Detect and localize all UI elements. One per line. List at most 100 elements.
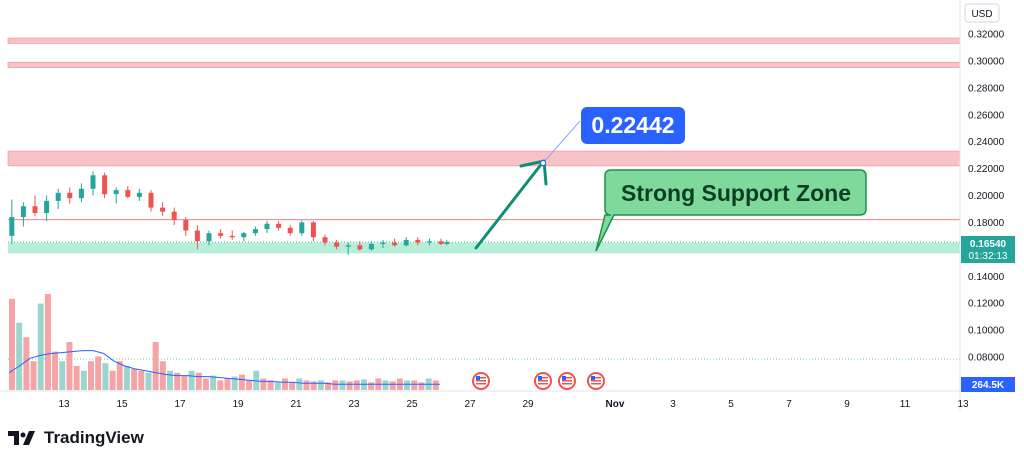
price-tick: 0.20000 [968,191,1005,202]
countdown-text: 01:32:13 [969,251,1008,262]
volume-bar [116,361,123,390]
time-tick: 5 [728,399,734,410]
brand-name: TradingView [44,428,144,447]
candle [287,225,293,236]
economic-events[interactable] [472,372,605,390]
current-price-marker: 0.16540 01:32:13 [961,236,1015,263]
volume-bar [23,337,30,390]
volume-bar [289,382,296,390]
volume-bar [88,361,94,390]
volume-value-text: 264.5K [972,380,1005,391]
candle [194,225,200,250]
price-tick: 0.08000 [968,353,1005,364]
time-tick: 11 [900,399,911,410]
volume-bar [202,378,209,390]
candle [183,217,189,236]
volume-bar [131,368,138,390]
volume-bar [274,382,281,390]
time-scale[interactable]: 13 15 17 19 21 23 25 27 29 Nov 3 5 7 9 11 13 [0,390,969,410]
volume-bar [59,361,66,390]
time-tick: 7 [786,399,792,410]
candle [264,221,270,234]
volume-bar [37,303,44,390]
volume-bar [210,375,217,390]
volume-bar [353,380,360,390]
resistance-zone [7,61,961,68]
target-price-text: 0.22442 [591,112,674,138]
volume-bar [411,380,418,390]
volume-bar [109,370,116,390]
candle [345,242,351,255]
volume-bar [159,361,166,390]
volume-bar [360,379,367,390]
price-tick: 0.30000 [968,56,1005,67]
price-tick: 0.14000 [968,272,1005,283]
volume-bar [389,381,396,390]
volume-bar [66,342,73,390]
volume-bar [102,363,109,390]
volume-bar [188,370,195,390]
volume-bar [296,378,303,390]
volume-bar [267,380,274,390]
projection-line-upper [542,120,581,164]
time-tick: 29 [522,399,534,410]
support-zone-callout[interactable]: Strong Support Zone [595,169,867,252]
us-flag-event-icon[interactable] [534,372,552,390]
volume-bar [224,378,231,390]
volume-bar [9,298,15,390]
currency-badge[interactable] [964,3,1000,23]
price-tick: 0.24000 [968,137,1005,148]
volume-bar [317,380,324,390]
us-flag-event-icon[interactable] [587,372,605,390]
volume-bar [303,380,310,390]
candle [125,186,131,199]
price-tick-labels: 0.32000 0.30000 0.28000 0.26000 0.24000 0.220… [968,30,1005,364]
resistance-zone [7,150,961,167]
volume-bar [16,322,23,390]
candle [206,230,212,246]
candle [55,188,61,209]
support-zone [8,242,960,254]
candle [78,183,84,203]
candle [218,229,224,239]
time-tick: 21 [290,399,302,410]
candle [67,187,73,204]
volume-bar [195,372,202,390]
us-flag-event-icon[interactable] [558,372,576,390]
volume-bar [346,381,353,390]
time-tick: Nov [606,399,625,410]
price-tick: 0.12000 [968,299,1005,310]
us-flag-event-icon[interactable] [472,372,490,390]
volume-bar [231,376,238,390]
volume-bar [138,370,145,390]
candle [368,241,374,251]
tradingview-logo[interactable]: TradingView [8,428,144,448]
price-scale[interactable]: USD 0.320000.300000.280000.260000.240000… [959,0,1015,410]
candle [229,230,235,240]
candle [322,234,328,246]
candle [426,238,432,246]
volume-bar [325,382,332,390]
volume-bar [123,366,130,390]
candle [392,238,398,247]
volume-bar [253,370,260,390]
candle [90,171,96,196]
currency-label: USD [971,9,992,20]
time-tick: 13 [957,399,969,410]
time-tick: 23 [348,399,360,410]
candlesticks [9,171,450,255]
target-price-badge[interactable]: 0.22442 [581,107,685,144]
candle [444,239,450,246]
time-tick-labels: 13 15 17 19 21 23 25 27 29 Nov 3 5 7 9 11 13 [58,399,969,410]
volume-bar [167,370,174,390]
current-price-text: 0.16540 [970,239,1007,250]
candle [310,221,316,242]
time-tick: 15 [116,399,128,410]
volume-bar [95,356,102,390]
price-tick: 0.26000 [968,110,1005,121]
candle [415,237,421,246]
candle [136,188,142,201]
volume-bar [238,374,245,390]
candle [334,239,340,250]
